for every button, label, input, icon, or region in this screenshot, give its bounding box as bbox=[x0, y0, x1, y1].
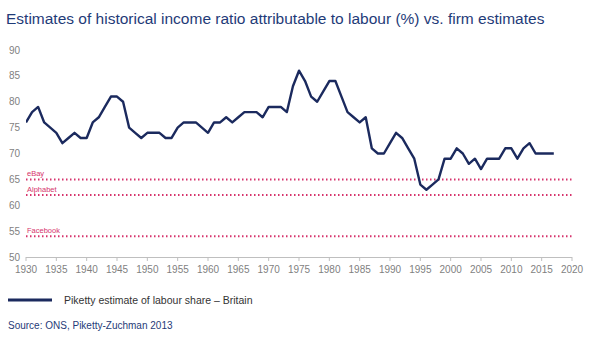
reference-label: eBay bbox=[27, 169, 44, 178]
y-tick bbox=[23, 101, 25, 102]
x-tick bbox=[359, 257, 360, 261]
x-tick-label: 2015 bbox=[531, 264, 554, 275]
legend-swatch bbox=[8, 299, 52, 302]
x-tick-label: 1975 bbox=[288, 264, 311, 275]
x-tick bbox=[420, 257, 421, 261]
y-tick bbox=[23, 231, 25, 232]
x-tick bbox=[390, 257, 391, 261]
x-tick bbox=[450, 257, 451, 261]
y-tick bbox=[23, 50, 25, 51]
x-tick-label: 1990 bbox=[379, 264, 402, 275]
x-tick-label: 2020 bbox=[561, 264, 584, 275]
y-tick-label: 50 bbox=[9, 252, 21, 263]
y-tick-label: 75 bbox=[9, 122, 21, 133]
x-tick-label: 2005 bbox=[470, 264, 493, 275]
x-tick-label: 1995 bbox=[409, 264, 432, 275]
x-tick bbox=[56, 257, 57, 261]
legend-label: Piketty estimate of labour share – Brita… bbox=[64, 294, 253, 306]
y-tick bbox=[23, 179, 25, 180]
y-tick-label: 65 bbox=[9, 174, 21, 185]
chart: Estimates of historical income ratio att… bbox=[0, 0, 600, 346]
x-tick bbox=[572, 257, 573, 261]
x-tick-label: 1930 bbox=[15, 264, 38, 275]
x-tick-label: 1980 bbox=[318, 264, 341, 275]
reference-line bbox=[26, 235, 572, 237]
x-tick bbox=[541, 257, 542, 261]
reference-label: Facebook bbox=[27, 226, 60, 235]
x-tick-label: 1965 bbox=[227, 264, 250, 275]
x-tick bbox=[299, 257, 300, 261]
y-tick-label: 90 bbox=[9, 45, 21, 56]
y-tick-label: 80 bbox=[9, 96, 21, 107]
x-tick bbox=[177, 257, 178, 261]
x-tick-label: 1940 bbox=[76, 264, 99, 275]
y-tick bbox=[23, 257, 25, 258]
legend-item: Piketty estimate of labour share – Brita… bbox=[8, 294, 253, 306]
x-tick-label: 1955 bbox=[167, 264, 190, 275]
x-tick bbox=[86, 257, 87, 261]
y-tick-label: 60 bbox=[9, 200, 21, 211]
x-tick-label: 1935 bbox=[45, 264, 68, 275]
y-tick bbox=[23, 153, 25, 154]
x-tick bbox=[511, 257, 512, 261]
reference-line bbox=[26, 194, 572, 196]
y-tick-label: 55 bbox=[9, 226, 21, 237]
x-tick bbox=[481, 257, 482, 261]
reference-label: Alphabet bbox=[27, 185, 58, 194]
plot-area bbox=[26, 71, 572, 237]
x-tick-label: 2010 bbox=[500, 264, 523, 275]
y-tick-label: 85 bbox=[9, 70, 21, 81]
x-tick bbox=[147, 257, 148, 261]
x-tick-label: 1985 bbox=[349, 264, 372, 275]
x-tick bbox=[268, 257, 269, 261]
title: Estimates of historical income ratio att… bbox=[6, 10, 545, 27]
x-tick-label: 1945 bbox=[106, 264, 129, 275]
x-tick bbox=[208, 257, 209, 261]
y-tick bbox=[23, 205, 25, 206]
y-tick bbox=[23, 127, 25, 128]
x-tick-label: 1970 bbox=[258, 264, 281, 275]
reference-line bbox=[26, 178, 572, 180]
x-tick bbox=[26, 257, 27, 261]
y-tick-label: 70 bbox=[9, 148, 21, 159]
y-tick bbox=[23, 75, 25, 76]
x-tick-label: 1960 bbox=[197, 264, 220, 275]
x-tick-label: 1950 bbox=[136, 264, 159, 275]
x-tick-label: 2000 bbox=[440, 264, 463, 275]
x-tick bbox=[329, 257, 330, 261]
x-tick bbox=[117, 257, 118, 261]
series-line bbox=[26, 71, 554, 190]
source: Source: ONS, Piketty-Zuchman 2013 bbox=[8, 320, 173, 331]
x-tick bbox=[238, 257, 239, 261]
